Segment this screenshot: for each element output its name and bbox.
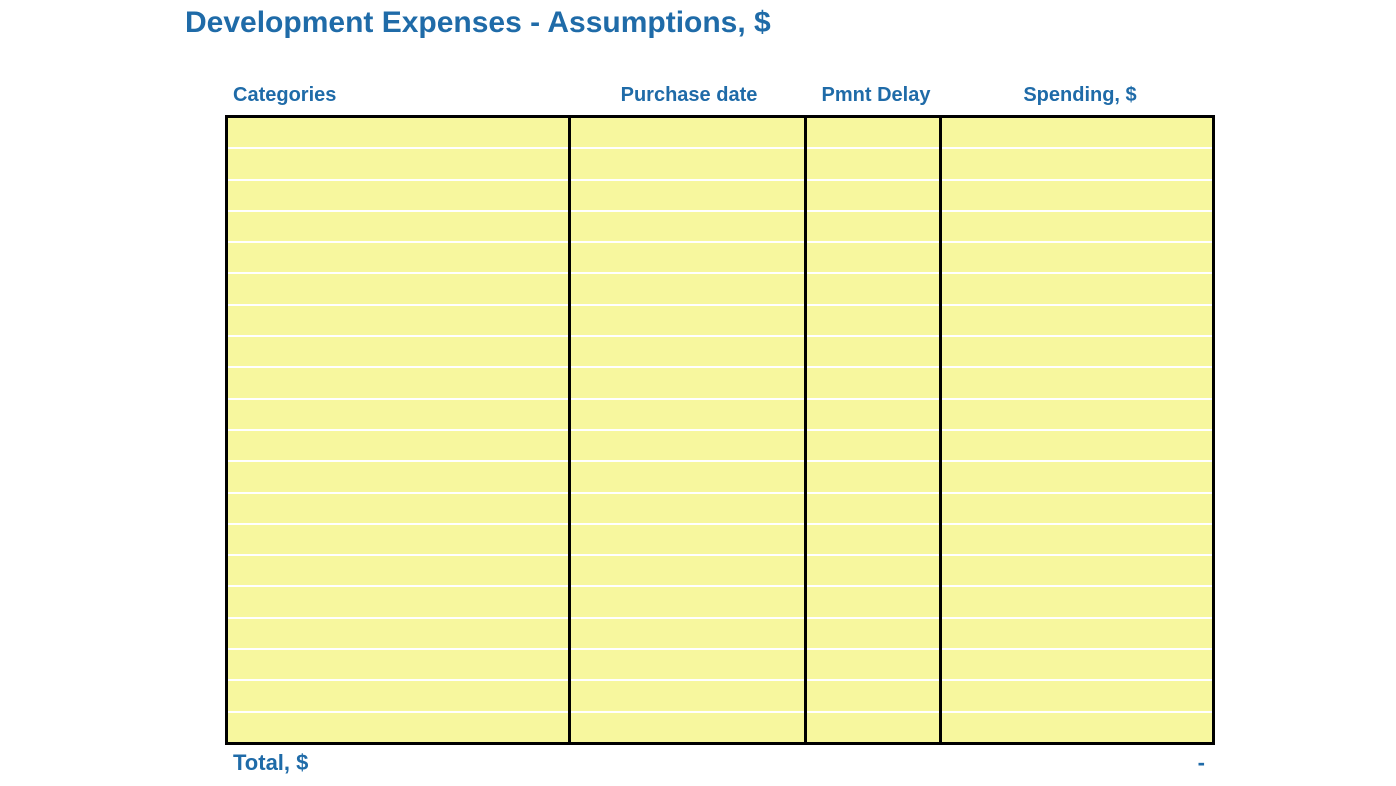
table-cell[interactable] <box>942 181 1212 212</box>
page-title: Development Expenses - Assumptions, $ <box>185 6 771 40</box>
table-cell[interactable] <box>571 713 804 742</box>
table-cell[interactable] <box>571 337 804 368</box>
table-cell[interactable] <box>571 243 804 274</box>
table-cell[interactable] <box>228 525 568 556</box>
table-cell[interactable] <box>228 494 568 525</box>
header-categories: Categories <box>225 84 571 107</box>
table-cell[interactable] <box>571 494 804 525</box>
table-cell[interactable] <box>807 431 939 462</box>
total-value: - <box>1198 750 1215 776</box>
table-cell[interactable] <box>807 587 939 618</box>
table-cell[interactable] <box>571 181 804 212</box>
table-cell[interactable] <box>228 118 568 149</box>
table-cell[interactable] <box>228 243 568 274</box>
table-cell[interactable] <box>807 368 939 399</box>
total-label: Total, $ <box>225 750 1198 776</box>
table-cell[interactable] <box>942 650 1212 681</box>
expenses-table <box>225 115 1215 745</box>
table-cell[interactable] <box>807 650 939 681</box>
table-cell[interactable] <box>228 681 568 712</box>
table-cell[interactable] <box>571 400 804 431</box>
table-cell[interactable] <box>807 681 939 712</box>
table-cell[interactable] <box>942 431 1212 462</box>
table-cell[interactable] <box>942 149 1212 180</box>
table-cell[interactable] <box>807 619 939 650</box>
table-cell[interactable] <box>228 556 568 587</box>
table-cell[interactable] <box>942 212 1212 243</box>
table-cell[interactable] <box>942 306 1212 337</box>
table-cell[interactable] <box>807 149 939 180</box>
table-cell[interactable] <box>228 431 568 462</box>
table-cell[interactable] <box>228 212 568 243</box>
table-cell[interactable] <box>571 462 804 493</box>
total-row: Total, $ - <box>225 750 1215 776</box>
table-cell[interactable] <box>571 274 804 305</box>
column-pmnt-delay <box>807 118 942 742</box>
table-cell[interactable] <box>228 181 568 212</box>
table-cell[interactable] <box>571 650 804 681</box>
table-cell[interactable] <box>228 713 568 742</box>
table-cell[interactable] <box>228 337 568 368</box>
table-cell[interactable] <box>807 212 939 243</box>
header-pmnt-delay: Pmnt Delay <box>807 84 945 107</box>
table-cell[interactable] <box>228 149 568 180</box>
table-cell[interactable] <box>228 368 568 399</box>
column-purchase-date <box>571 118 807 742</box>
table-cell[interactable] <box>942 243 1212 274</box>
table-cell[interactable] <box>228 650 568 681</box>
table-cell[interactable] <box>571 118 804 149</box>
table-cell[interactable] <box>807 274 939 305</box>
table-cell[interactable] <box>571 587 804 618</box>
table-cell[interactable] <box>807 713 939 742</box>
column-spending <box>942 118 1212 742</box>
table-cell[interactable] <box>942 274 1212 305</box>
table-cell[interactable] <box>571 212 804 243</box>
table-cell[interactable] <box>807 400 939 431</box>
table-cell[interactable] <box>807 337 939 368</box>
table-cell[interactable] <box>942 713 1212 742</box>
table-cell[interactable] <box>228 400 568 431</box>
table-cell[interactable] <box>942 368 1212 399</box>
table-cell[interactable] <box>942 587 1212 618</box>
table-cell[interactable] <box>942 462 1212 493</box>
table-cell[interactable] <box>228 462 568 493</box>
column-categories <box>228 118 571 742</box>
table-cell[interactable] <box>807 243 939 274</box>
table-cell[interactable] <box>807 306 939 337</box>
table-cell[interactable] <box>807 494 939 525</box>
table-cell[interactable] <box>807 525 939 556</box>
table-cell[interactable] <box>228 587 568 618</box>
table-cell[interactable] <box>228 619 568 650</box>
table-cell[interactable] <box>942 337 1212 368</box>
table-cell[interactable] <box>571 556 804 587</box>
table-cell[interactable] <box>571 681 804 712</box>
table-cell[interactable] <box>942 400 1212 431</box>
table-cell[interactable] <box>942 556 1212 587</box>
table-cell[interactable] <box>571 149 804 180</box>
table-cell[interactable] <box>942 118 1212 149</box>
table-cell[interactable] <box>942 619 1212 650</box>
header-purchase-date: Purchase date <box>571 84 807 107</box>
table-cell[interactable] <box>942 525 1212 556</box>
table-cell[interactable] <box>571 431 804 462</box>
table-cell[interactable] <box>942 681 1212 712</box>
table-cell[interactable] <box>807 462 939 493</box>
table-cell[interactable] <box>807 118 939 149</box>
header-spending: Spending, $ <box>945 84 1215 107</box>
table-cell[interactable] <box>942 494 1212 525</box>
table-cell[interactable] <box>807 181 939 212</box>
table-headers: Categories Purchase date Pmnt Delay Spen… <box>225 84 1215 107</box>
table-cell[interactable] <box>571 525 804 556</box>
table-cell[interactable] <box>571 368 804 399</box>
table-cell[interactable] <box>807 556 939 587</box>
table-cell[interactable] <box>571 306 804 337</box>
table-cell[interactable] <box>228 274 568 305</box>
table-cell[interactable] <box>228 306 568 337</box>
table-cell[interactable] <box>571 619 804 650</box>
